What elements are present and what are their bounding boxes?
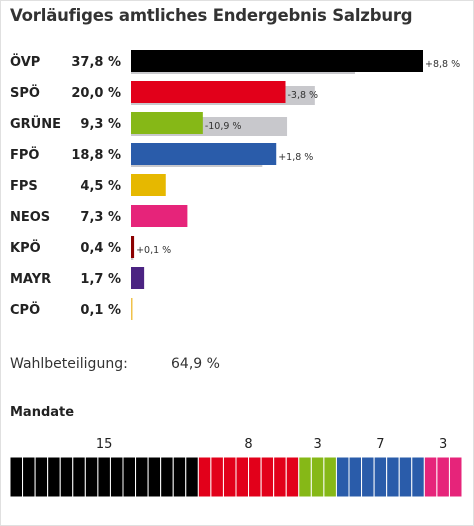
result-bar — [131, 267, 145, 289]
percent-label: 20,0 % — [71, 86, 121, 101]
seat-count-label: 3 — [313, 437, 321, 452]
seat-block — [222, 456, 237, 498]
seat-block — [310, 456, 325, 498]
result-bar — [131, 81, 286, 103]
party-label: KPÖ — [10, 240, 41, 256]
party-label: FPS — [10, 179, 38, 194]
percent-label: 0,4 % — [80, 241, 121, 256]
result-bar — [131, 143, 277, 165]
seat-block — [260, 456, 275, 498]
seat-block — [197, 456, 212, 498]
seat-block — [386, 456, 400, 498]
percent-label: 1,7 % — [80, 272, 121, 287]
mandate-title: Mandate — [10, 405, 75, 420]
result-bar — [131, 205, 188, 227]
seat-block — [9, 456, 24, 498]
result-bar — [131, 50, 423, 72]
seat-block — [411, 456, 425, 498]
seat-block — [398, 456, 413, 498]
change-label: +1,8 % — [278, 152, 313, 163]
percent-label: 0,1 % — [80, 303, 121, 318]
change-label: -3,8 % — [287, 90, 318, 101]
seat-block — [34, 456, 49, 498]
seat-block — [47, 456, 61, 498]
change-label: +0,1 % — [136, 245, 171, 256]
party-label: MAYR — [10, 272, 51, 287]
seat-count-label: 7 — [376, 437, 384, 452]
party-label: CPÖ — [10, 302, 40, 318]
seat-block — [72, 456, 86, 498]
percent-label: 4,5 % — [80, 179, 121, 194]
seat-block — [323, 456, 337, 498]
percent-label: 37,8 % — [71, 55, 121, 70]
change-label: +8,8 % — [425, 59, 460, 70]
seat-block — [160, 456, 174, 498]
seat-block — [185, 456, 199, 498]
seat-block — [436, 456, 450, 498]
seat-block — [423, 456, 438, 498]
seat-block — [135, 456, 149, 498]
seat-count-label: 8 — [244, 437, 252, 452]
result-bar — [131, 236, 135, 258]
percent-label: 18,8 % — [71, 148, 121, 163]
result-bar — [131, 298, 133, 320]
seat-block — [298, 456, 312, 498]
seat-block — [285, 456, 300, 498]
seat-block — [235, 456, 250, 498]
seat-count-label: 3 — [439, 437, 447, 452]
seat-block — [210, 456, 224, 498]
seat-block — [147, 456, 162, 498]
seat-block — [348, 456, 363, 498]
seat-block — [373, 456, 388, 498]
seat-block — [109, 456, 124, 498]
seat-block — [273, 456, 287, 498]
result-bar — [131, 174, 166, 196]
seat-block — [172, 456, 187, 498]
results-bar-chart: ÖVP 37,8 % +8,8 % SPÖ 20,0 % -3,8 % GRÜNE 9,3 %… — [10, 50, 460, 320]
seat-block — [448, 456, 463, 498]
seat-count-label: 15 — [96, 437, 113, 452]
seat-block — [122, 456, 137, 498]
turnout-value: 64,9 % — [171, 356, 220, 372]
seat-block — [22, 456, 36, 498]
seat-block — [248, 456, 262, 498]
party-label: ÖVP — [10, 54, 40, 70]
party-label: SPÖ — [10, 85, 40, 101]
result-bar — [131, 112, 203, 134]
party-label: NEOS — [10, 210, 50, 225]
seat-distribution: 15 8 3 7 3 — [9, 437, 463, 498]
party-label: FPÖ — [10, 147, 39, 163]
percent-label: 7,3 % — [80, 210, 121, 225]
chart-title: Vorläufiges amtliches Endergebnis Salzbu… — [10, 6, 413, 25]
seat-block — [84, 456, 99, 498]
party-label: GRÜNE — [10, 116, 61, 132]
seat-block — [59, 456, 74, 498]
seat-block — [361, 456, 375, 498]
change-label: -10,9 % — [205, 121, 242, 132]
percent-label: 9,3 % — [80, 117, 121, 132]
seat-block — [335, 456, 350, 498]
seat-block — [97, 456, 111, 498]
turnout-label: Wahlbeteiligung: — [10, 356, 128, 372]
